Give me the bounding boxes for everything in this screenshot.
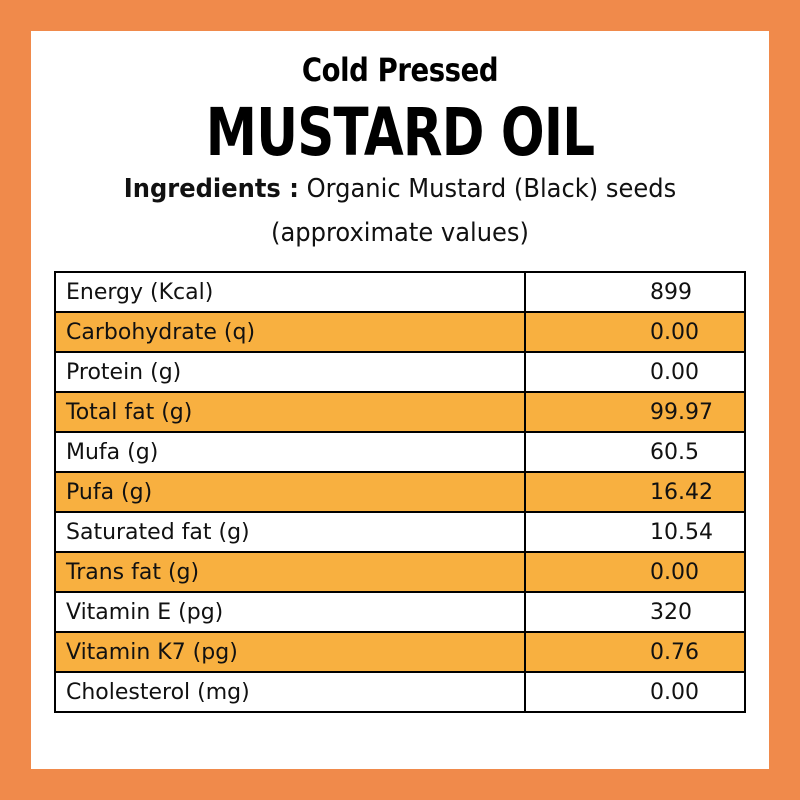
table-row: Total fat (g) 99.97: [54, 391, 746, 433]
nutrient-label: Saturated fat (g): [54, 511, 526, 553]
nutrient-value: 0.00: [524, 311, 746, 353]
nutrient-value: 16.42: [524, 471, 746, 513]
nutrient-label: Vitamin K7 (pg): [54, 631, 526, 673]
nutrient-value: 10.54: [524, 511, 746, 553]
approximate-note: (approximate values): [271, 218, 529, 248]
table-row: Vitamin K7 (pg) 0.76: [54, 631, 746, 673]
nutrient-label: Vitamin E (pg): [54, 591, 526, 633]
nutrient-label: Pufa (g): [54, 471, 526, 513]
product-title: MUSTARD OIL: [205, 94, 595, 171]
nutrient-label: Trans fat (g): [54, 551, 526, 593]
table-row: Cholesterol (mg) 0.00: [54, 671, 746, 713]
ingredients-label: Ingredients :: [123, 174, 299, 204]
table-row: Energy (Kcal) 899: [54, 271, 746, 313]
table-row: Saturated fat (g) 10.54: [54, 511, 746, 553]
table-row: Protein (g) 0.00: [54, 351, 746, 393]
nutrient-label: Energy (Kcal): [54, 271, 526, 313]
table-row: Trans fat (g) 0.00: [54, 551, 746, 593]
nutrient-value: 899: [524, 271, 746, 313]
nutrient-value: 0.00: [524, 671, 746, 713]
nutrient-value: 60.5: [524, 431, 746, 473]
nutrient-value: 0.76: [524, 631, 746, 673]
nutrient-label: Carbohydrate (q): [54, 311, 526, 353]
nutrient-value: 99.97: [524, 391, 746, 433]
table-row: Carbohydrate (q) 0.00: [54, 311, 746, 353]
nutrient-label: Mufa (g): [54, 431, 526, 473]
nutrient-label: Protein (g): [54, 351, 526, 393]
product-subtitle: Cold Pressed: [301, 51, 499, 89]
ingredients-line: Ingredients : Organic Mustard (Black) se…: [57, 174, 743, 204]
ingredients-text: Organic Mustard (Black) seeds: [306, 174, 677, 204]
table-row: Vitamin E (pg) 320: [54, 591, 746, 633]
nutrient-value: 0.00: [524, 551, 746, 593]
nutrient-label: Total fat (g): [54, 391, 526, 433]
nutrient-label: Cholesterol (mg): [54, 671, 526, 713]
nutrient-value: 320: [524, 591, 746, 633]
nutrition-table: Energy (Kcal) 899 Carbohydrate (q) 0.00 …: [54, 271, 746, 713]
nutrient-value: 0.00: [524, 351, 746, 393]
table-row: Mufa (g) 60.5: [54, 431, 746, 473]
label-card: Cold Pressed MUSTARD OIL Ingredients : O…: [31, 31, 769, 769]
table-row: Pufa (g) 16.42: [54, 471, 746, 513]
